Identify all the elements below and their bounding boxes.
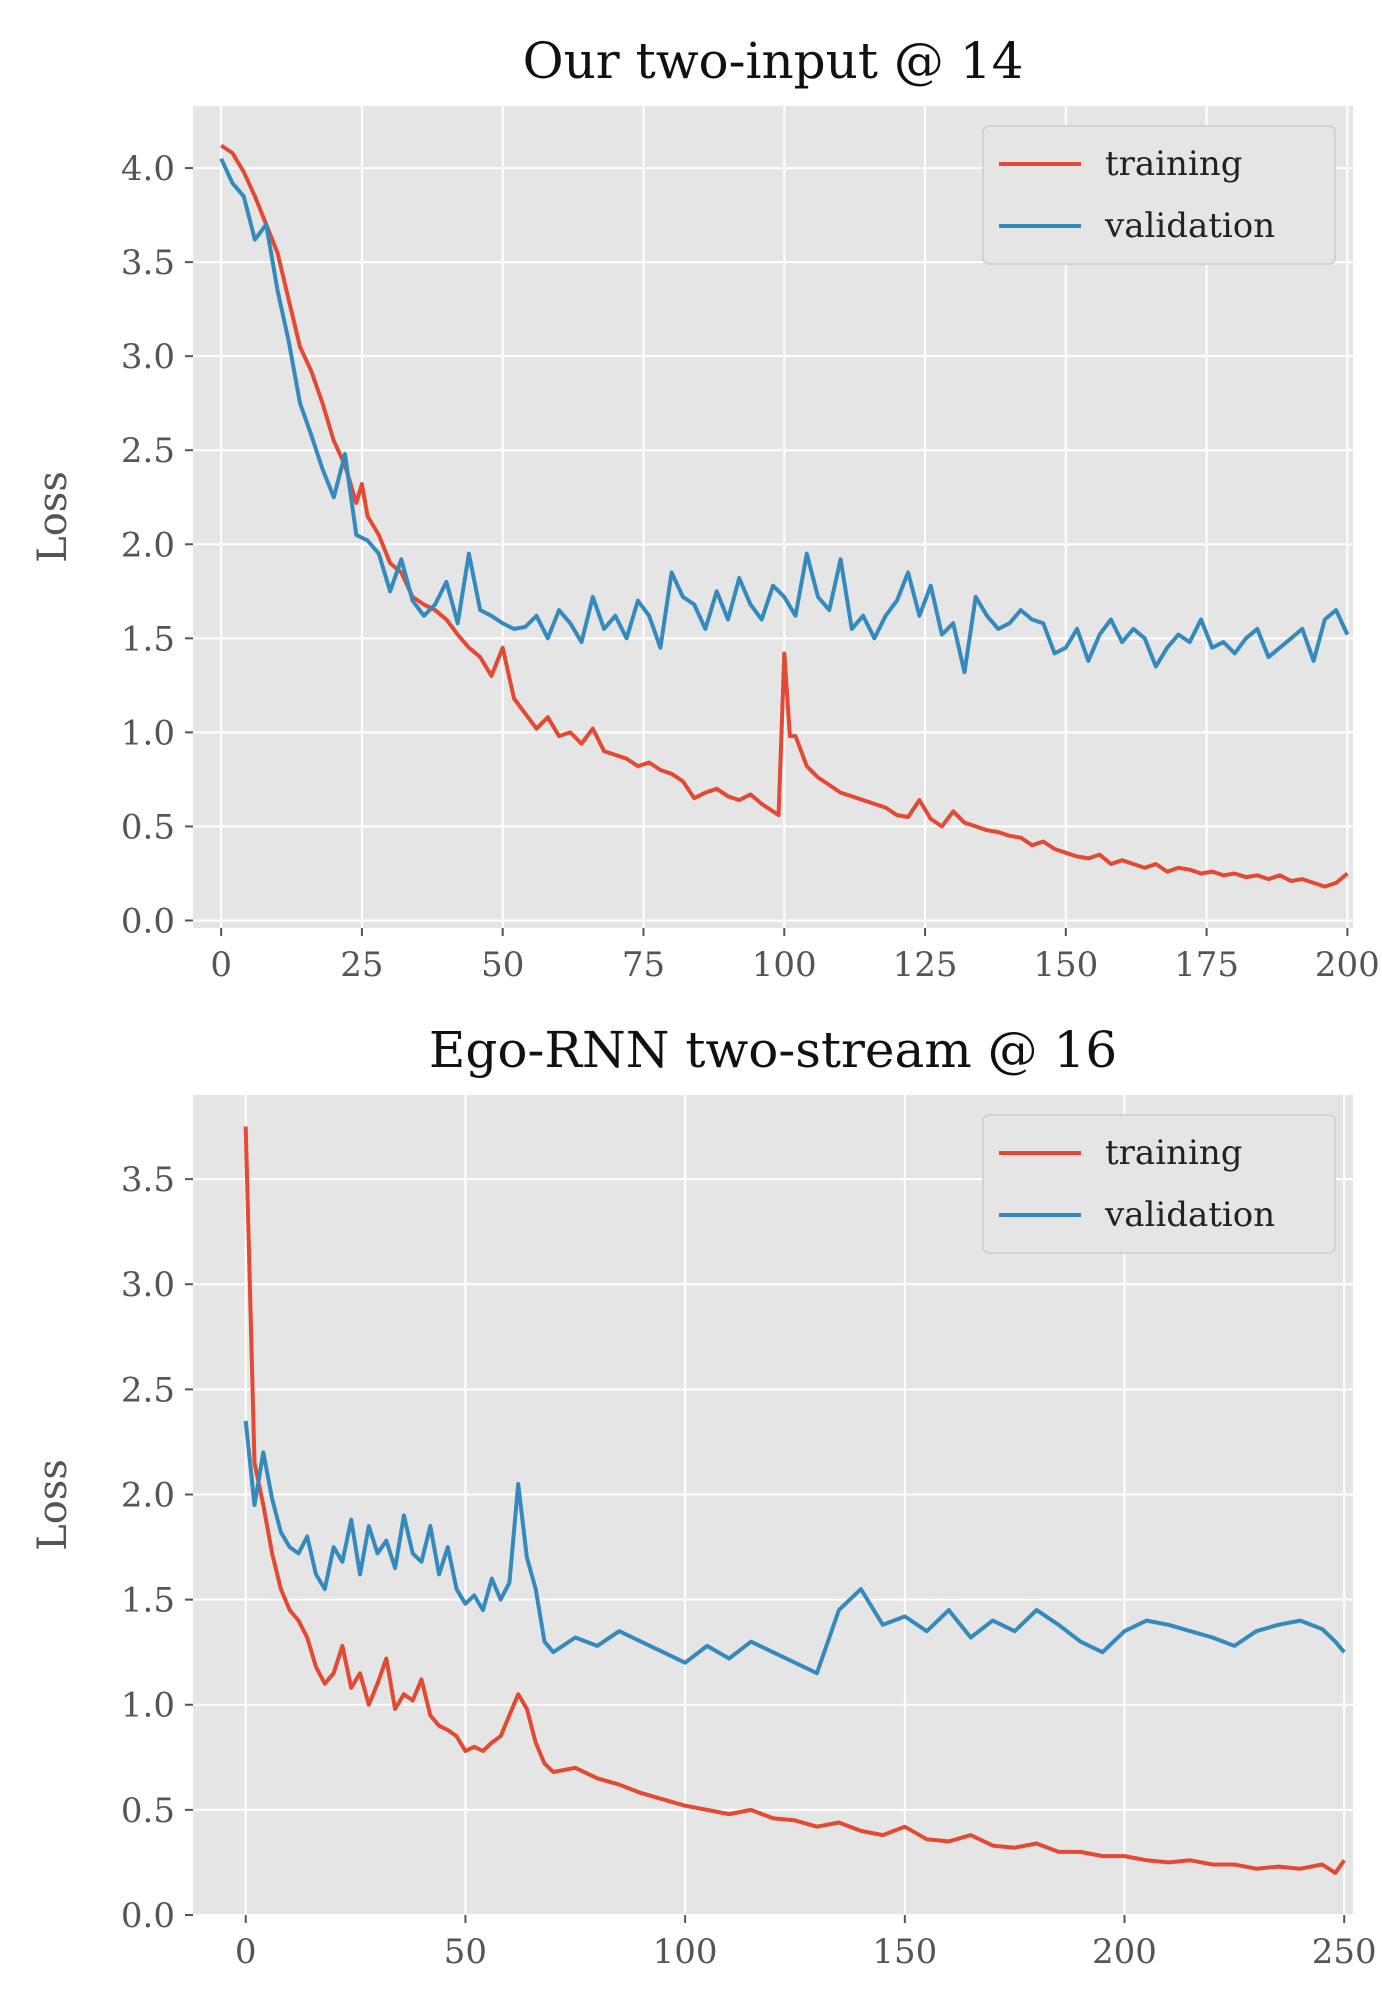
legend-box bbox=[982, 1114, 1336, 1254]
x-tick-label: 250 bbox=[1312, 1932, 1377, 1972]
y-tick-label: 3.0 bbox=[121, 337, 175, 377]
y-tick-label: 1.5 bbox=[121, 619, 175, 659]
y-tick-label: 3.5 bbox=[121, 1160, 175, 1200]
chart-1: 0 25 50 75 100 125 150 175 200 0.0 0.5 1.0 1.5 2.0 2.5… bbox=[30, 32, 1380, 985]
x-tick-label: 50 bbox=[444, 1932, 487, 1972]
series-line-validation bbox=[219, 157, 1350, 675]
y-tick-label: 3.0 bbox=[121, 1265, 175, 1305]
chart-title: Our two-input @ 14 bbox=[523, 32, 1024, 90]
series-line-training bbox=[220, 143, 1349, 889]
legend-label-validation: validation bbox=[1104, 1195, 1275, 1235]
x-tick-label: 150 bbox=[872, 1932, 937, 1972]
chart-2: 0 50 100 150 200 250 0.0 0.5 1.0 1.5 2.0 2.5 3.0 3.5 E… bbox=[30, 1021, 1377, 1972]
legend-label-training: training bbox=[1105, 1133, 1243, 1173]
legend-label-validation: validation bbox=[1104, 206, 1275, 246]
y-tick-label: 1.0 bbox=[121, 1686, 175, 1726]
series-line-training bbox=[243, 1126, 1346, 1875]
x-tick-label: 175 bbox=[1174, 945, 1239, 985]
y-tick-label: 1.5 bbox=[121, 1581, 175, 1621]
y-tick-label: 0.5 bbox=[121, 1791, 175, 1831]
legend-label-training: training bbox=[1105, 144, 1243, 184]
x-tick-label: 50 bbox=[481, 945, 524, 985]
legend-box bbox=[982, 125, 1336, 265]
y-tick-label: 0.0 bbox=[121, 1896, 175, 1936]
y-tick-label: 2.5 bbox=[121, 1370, 175, 1410]
series-line-validation bbox=[243, 1420, 1346, 1676]
x-tick-label: 75 bbox=[622, 945, 665, 985]
y-tick-label: 4.0 bbox=[121, 149, 175, 189]
y-tick-label: 2.5 bbox=[121, 431, 175, 471]
x-tick-label: 200 bbox=[1315, 945, 1380, 985]
x-tick-label: 0 bbox=[235, 1932, 257, 1972]
x-tick-label: 25 bbox=[340, 945, 383, 985]
y-tick-label: 2.0 bbox=[121, 525, 175, 565]
chart-title: Ego-RNN two-stream @ 16 bbox=[429, 1021, 1117, 1079]
y-tick-label: 2.0 bbox=[121, 1475, 175, 1515]
x-tick-label: 125 bbox=[893, 945, 958, 985]
legend: training validation bbox=[982, 125, 1336, 265]
y-tick-label: 0.0 bbox=[121, 901, 175, 941]
x-tick-label: 150 bbox=[1033, 945, 1098, 985]
x-tick-label: 200 bbox=[1092, 1932, 1157, 1972]
y-tick-label: 1.0 bbox=[121, 713, 175, 753]
x-tick-label: 100 bbox=[653, 1932, 718, 1972]
x-tick-label: 100 bbox=[752, 945, 817, 985]
legend: training validation bbox=[982, 1114, 1336, 1254]
x-tick-label: 0 bbox=[210, 945, 232, 985]
y-axis-label: Loss bbox=[30, 1459, 76, 1551]
y-tick-label: 3.5 bbox=[121, 243, 175, 283]
y-axis-label: Loss bbox=[30, 471, 76, 563]
y-tick-label: 0.5 bbox=[121, 807, 175, 847]
